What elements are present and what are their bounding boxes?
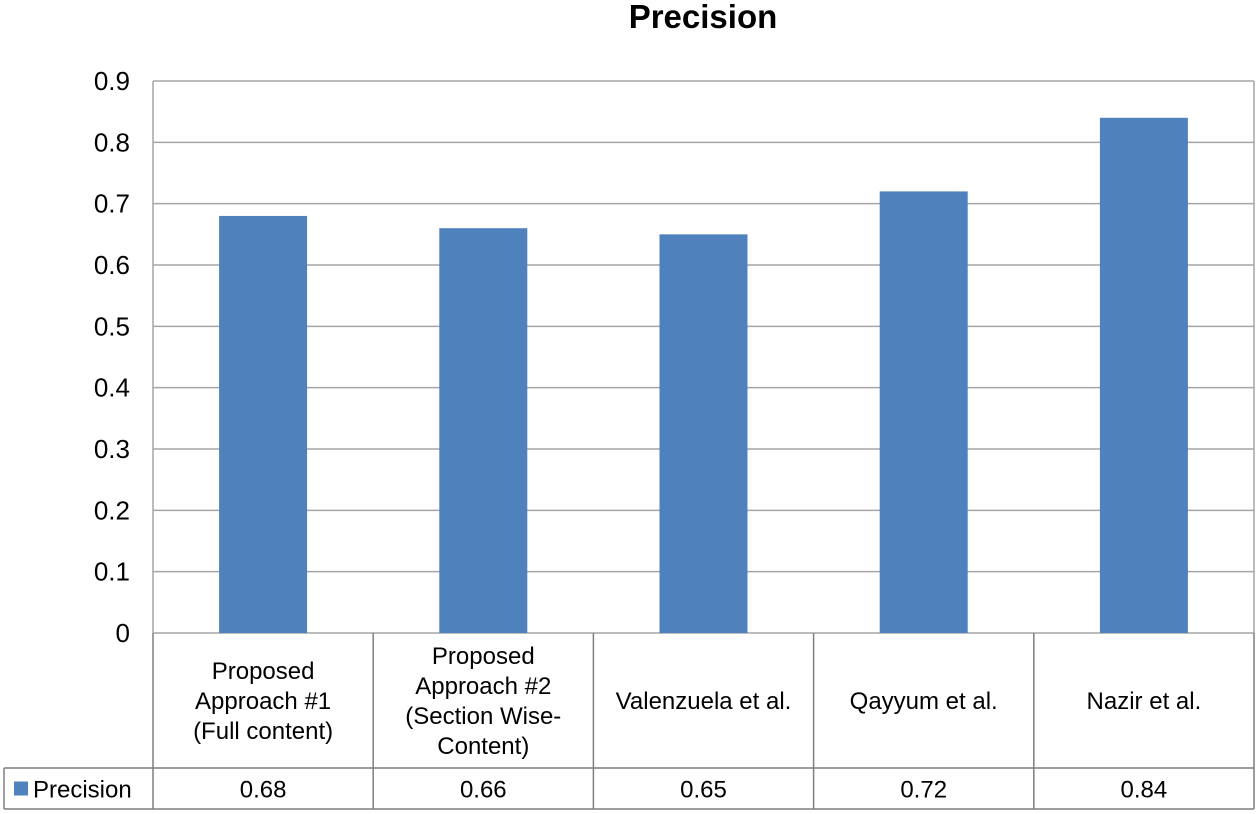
category-label: Proposed bbox=[212, 658, 315, 685]
y-axis-ticks: 0 0.1 0.2 0.3 0.4 0.5 0.6 0.7 0.8 0.9 bbox=[94, 66, 130, 648]
y-tick-label: 0.3 bbox=[94, 434, 130, 464]
category-label: Qayyum et al. bbox=[850, 688, 998, 715]
data-table-value: 0.84 bbox=[1121, 777, 1168, 804]
bar bbox=[879, 191, 968, 633]
y-tick-label: 0 bbox=[116, 618, 130, 648]
bar bbox=[219, 215, 308, 633]
category-label: Content) bbox=[437, 733, 529, 760]
y-tick-label: 0.2 bbox=[94, 495, 130, 525]
data-table-value: 0.72 bbox=[900, 777, 947, 804]
y-tick-label: 0.9 bbox=[94, 66, 130, 96]
bar bbox=[1099, 117, 1188, 634]
category-label: (Full content) bbox=[193, 718, 333, 745]
category-label: Valenzuela et al. bbox=[616, 688, 792, 715]
legend-swatch bbox=[14, 781, 28, 796]
category-label: Proposed bbox=[432, 643, 535, 670]
legend-label: Precision bbox=[33, 777, 132, 804]
y-tick-label: 0.1 bbox=[94, 557, 130, 587]
y-tick-label: 0.8 bbox=[94, 127, 130, 157]
data-table-value: 0.68 bbox=[240, 777, 287, 804]
data-table-value: 0.65 bbox=[680, 777, 727, 804]
y-tick-label: 0.6 bbox=[94, 250, 130, 280]
y-tick-label: 0.4 bbox=[94, 373, 130, 403]
bar bbox=[439, 228, 528, 633]
category-label: Approach #1 bbox=[195, 688, 331, 715]
data-table: Proposed Approach #1 (Full content) Propose… bbox=[3, 633, 1255, 810]
bars bbox=[219, 117, 1188, 634]
category-label: (Section Wise- bbox=[405, 703, 561, 730]
category-label: Nazir et al. bbox=[1087, 688, 1202, 715]
bar bbox=[659, 234, 748, 634]
y-tick-label: 0.7 bbox=[94, 189, 130, 219]
data-table-value: 0.66 bbox=[460, 777, 507, 804]
category-label: Approach #2 bbox=[415, 673, 551, 700]
chart-title: Precision bbox=[629, 0, 778, 35]
y-tick-label: 0.5 bbox=[94, 311, 130, 341]
